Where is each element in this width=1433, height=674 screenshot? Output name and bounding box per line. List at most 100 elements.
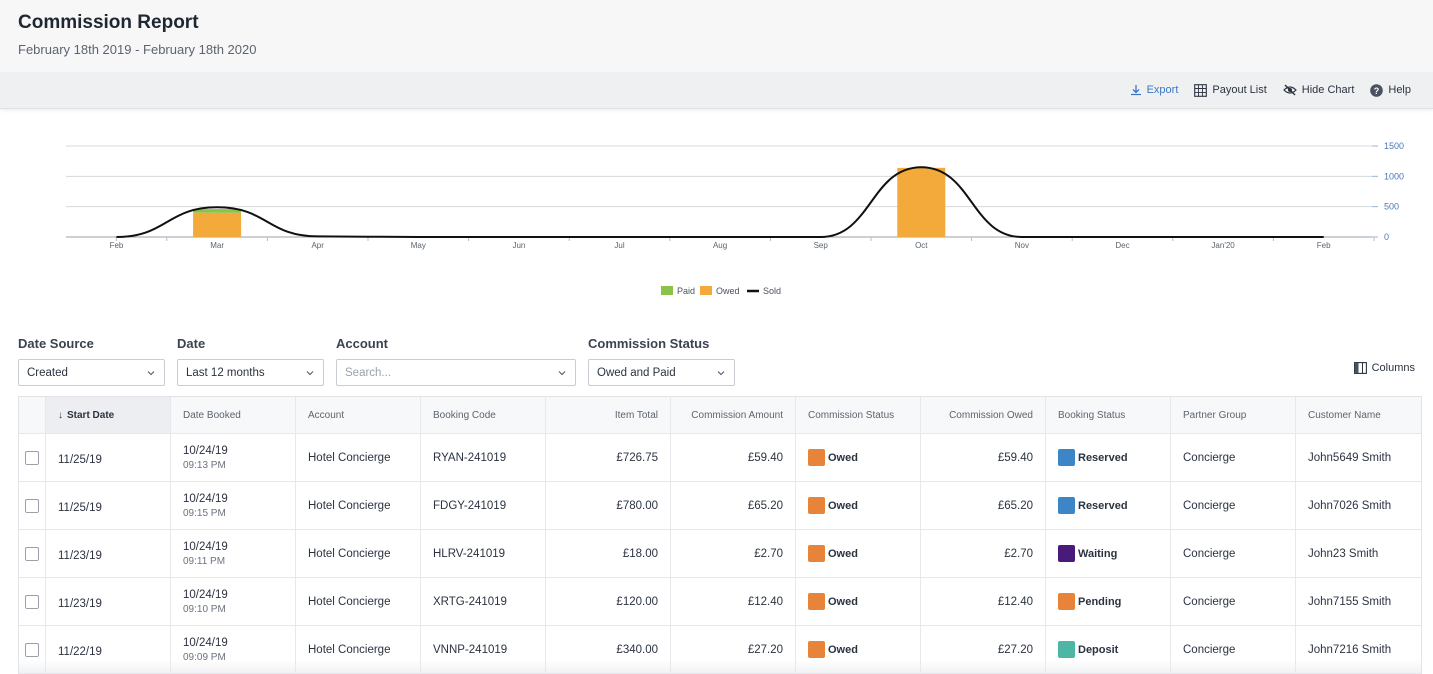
x-tick-label: Sep — [814, 241, 829, 250]
columns-button[interactable]: Columns — [1353, 362, 1415, 374]
booking-status-cell: Reserved — [1046, 434, 1171, 481]
row-checkbox[interactable] — [25, 450, 39, 465]
commission-owed-cell: £27.20 — [921, 626, 1046, 673]
export-label: Export — [1146, 84, 1179, 96]
export-button[interactable]: Export — [1130, 84, 1179, 96]
date-booked-cell: 10/24/19 09:11 PM — [171, 530, 296, 577]
date-booked-cell: 10/24/19 09:09 PM — [171, 626, 296, 673]
status-swatch — [808, 497, 825, 514]
table-row[interactable]: 11/23/19 10/24/19 09:11 PM Hotel Concierge H… — [19, 530, 1421, 578]
table-row[interactable]: 11/23/19 10/24/19 09:10 PM Hotel Concierge X… — [19, 578, 1421, 626]
commission-amount-cell: £2.70 — [671, 530, 796, 577]
status-swatch — [808, 545, 825, 562]
partner-group-cell: Concierge — [1171, 626, 1296, 673]
x-tick-label: Nov — [1015, 241, 1029, 250]
column-header-customer-name[interactable]: Customer Name — [1308, 409, 1381, 421]
y-tick-label: 1000 — [1384, 171, 1404, 181]
filters-bar: Date Source Created Date Last 12 months … — [18, 336, 1415, 388]
commission-chart: 0 500 1000 1500 Feb Mar Apr May Jun Jul Aug Sep Oct N… — [0, 109, 1433, 335]
table-row[interactable]: 11/25/19 10/24/19 09:13 PM Hotel Concierge R… — [19, 434, 1421, 482]
booking-code-cell: FDGY-241019 — [421, 482, 546, 529]
customer-name-cell: John7216 Smith — [1308, 643, 1392, 656]
date-booked-time: 09:11 PM — [183, 555, 226, 567]
select-all-header — [19, 397, 46, 433]
account-search-input[interactable]: Search... — [336, 359, 576, 386]
booking-status-badge: Waiting — [1058, 545, 1117, 562]
customer-name-cell: John5649 Smith — [1308, 451, 1392, 464]
row-checkbox[interactable] — [25, 594, 39, 609]
hide-chart-label: Hide Chart — [1301, 84, 1355, 96]
legend-swatch — [661, 286, 673, 295]
payout-list-label: Payout List — [1212, 84, 1267, 96]
date-booked-date: 10/24/19 — [183, 588, 228, 601]
column-header-commission-amount[interactable]: Commission Amount — [671, 397, 796, 433]
booking-code-cell: HLRV-241019 — [421, 530, 546, 577]
commission-status-text: Owed — [828, 499, 858, 512]
payout-list-button[interactable]: Payout List — [1194, 83, 1267, 97]
customer-name-cell: John7155 Smith — [1308, 595, 1392, 608]
commission-amount-cell: £27.20 — [671, 626, 796, 673]
x-tick-label: Jul — [614, 241, 624, 250]
item-total-cell: £340.00 — [546, 626, 671, 673]
date-booked-date: 10/24/19 — [183, 636, 228, 649]
date-source-select[interactable]: Created — [18, 359, 165, 386]
commission-status-value: Owed and Paid — [597, 366, 676, 379]
date-booked-date: 10/24/19 — [183, 444, 228, 457]
booking-status-cell: Pending — [1046, 578, 1171, 625]
item-total-cell: £726.75 — [546, 434, 671, 481]
x-tick-label: Jan'20 — [1211, 241, 1235, 250]
x-tick-label: Feb — [110, 241, 124, 250]
item-total-cell: £120.00 — [546, 578, 671, 625]
help-label: Help — [1388, 84, 1411, 96]
date-label: Date — [177, 336, 206, 351]
account-filter: Account Search... — [336, 336, 576, 386]
status-swatch — [1058, 593, 1075, 610]
column-header-item-total[interactable]: Item Total — [546, 397, 671, 433]
status-swatch — [808, 593, 825, 610]
commission-status-badge: Owed — [808, 449, 858, 466]
account-cell: Hotel Concierge — [296, 530, 421, 577]
row-checkbox[interactable] — [25, 642, 39, 657]
x-tick-label: Dec — [1115, 241, 1129, 250]
commission-amount-cell: £65.20 — [671, 482, 796, 529]
start-date-cell: 11/22/19 — [46, 626, 171, 673]
column-header-account[interactable]: Account — [296, 397, 421, 433]
partner-group-cell: Concierge — [1171, 578, 1296, 625]
row-checkbox[interactable] — [25, 546, 39, 561]
column-header-commission-owed[interactable]: Commission Owed — [921, 397, 1046, 433]
bar-owed — [897, 167, 946, 237]
column-header-commission-status[interactable]: Commission Status — [796, 397, 921, 433]
date-range: February 18th 2019 - February 18th 2020 — [18, 42, 257, 57]
column-header-booking-code[interactable]: Booking Code — [421, 397, 546, 433]
booking-status-badge: Reserved — [1058, 497, 1128, 514]
row-checkbox-cell — [19, 626, 46, 673]
chart-svg: 0 500 1000 1500 Feb Mar Apr May Jun Jul Aug Sep Oct N… — [66, 141, 1404, 296]
date-booked-cell: 10/24/19 09:13 PM — [171, 434, 296, 481]
commission-status-text: Owed — [828, 643, 858, 656]
table-row[interactable]: 11/22/19 10/24/19 09:09 PM Hotel Concierge V… — [19, 626, 1421, 674]
account-search-placeholder: Search... — [345, 366, 392, 379]
column-header-date-booked[interactable]: Date Booked — [171, 397, 296, 433]
account-cell: Hotel Concierge — [296, 626, 421, 673]
commission-status-select[interactable]: Owed and Paid — [588, 359, 735, 386]
table-icon — [1194, 83, 1208, 97]
chevron-down-icon — [306, 370, 314, 375]
column-header-partner-group[interactable]: Partner Group — [1171, 397, 1296, 433]
commission-table: ↓ Start Date Date Booked Account Booking… — [18, 396, 1422, 674]
booking-status-cell: Deposit — [1046, 626, 1171, 673]
download-icon — [1130, 85, 1141, 96]
date-select[interactable]: Last 12 months — [177, 359, 324, 386]
column-header-booking-status[interactable]: Booking Status — [1046, 397, 1171, 433]
column-header-start-date[interactable]: ↓ Start Date — [46, 397, 171, 433]
partner-group-cell: Concierge — [1171, 482, 1296, 529]
booking-status-text: Reserved — [1078, 499, 1128, 512]
hide-chart-button[interactable]: Hide Chart — [1282, 84, 1355, 96]
row-checkbox[interactable] — [25, 498, 39, 513]
eye-off-icon — [1282, 84, 1297, 96]
booking-status-cell: Waiting — [1046, 530, 1171, 577]
table-row[interactable]: 11/25/19 10/24/19 09:15 PM Hotel Concierge F… — [19, 482, 1421, 530]
account-cell: Hotel Concierge — [296, 434, 421, 481]
help-button[interactable]: ? Help — [1370, 83, 1411, 97]
commission-status-cell: Owed — [796, 626, 921, 673]
booking-code-cell: XRTG-241019 — [421, 578, 546, 625]
